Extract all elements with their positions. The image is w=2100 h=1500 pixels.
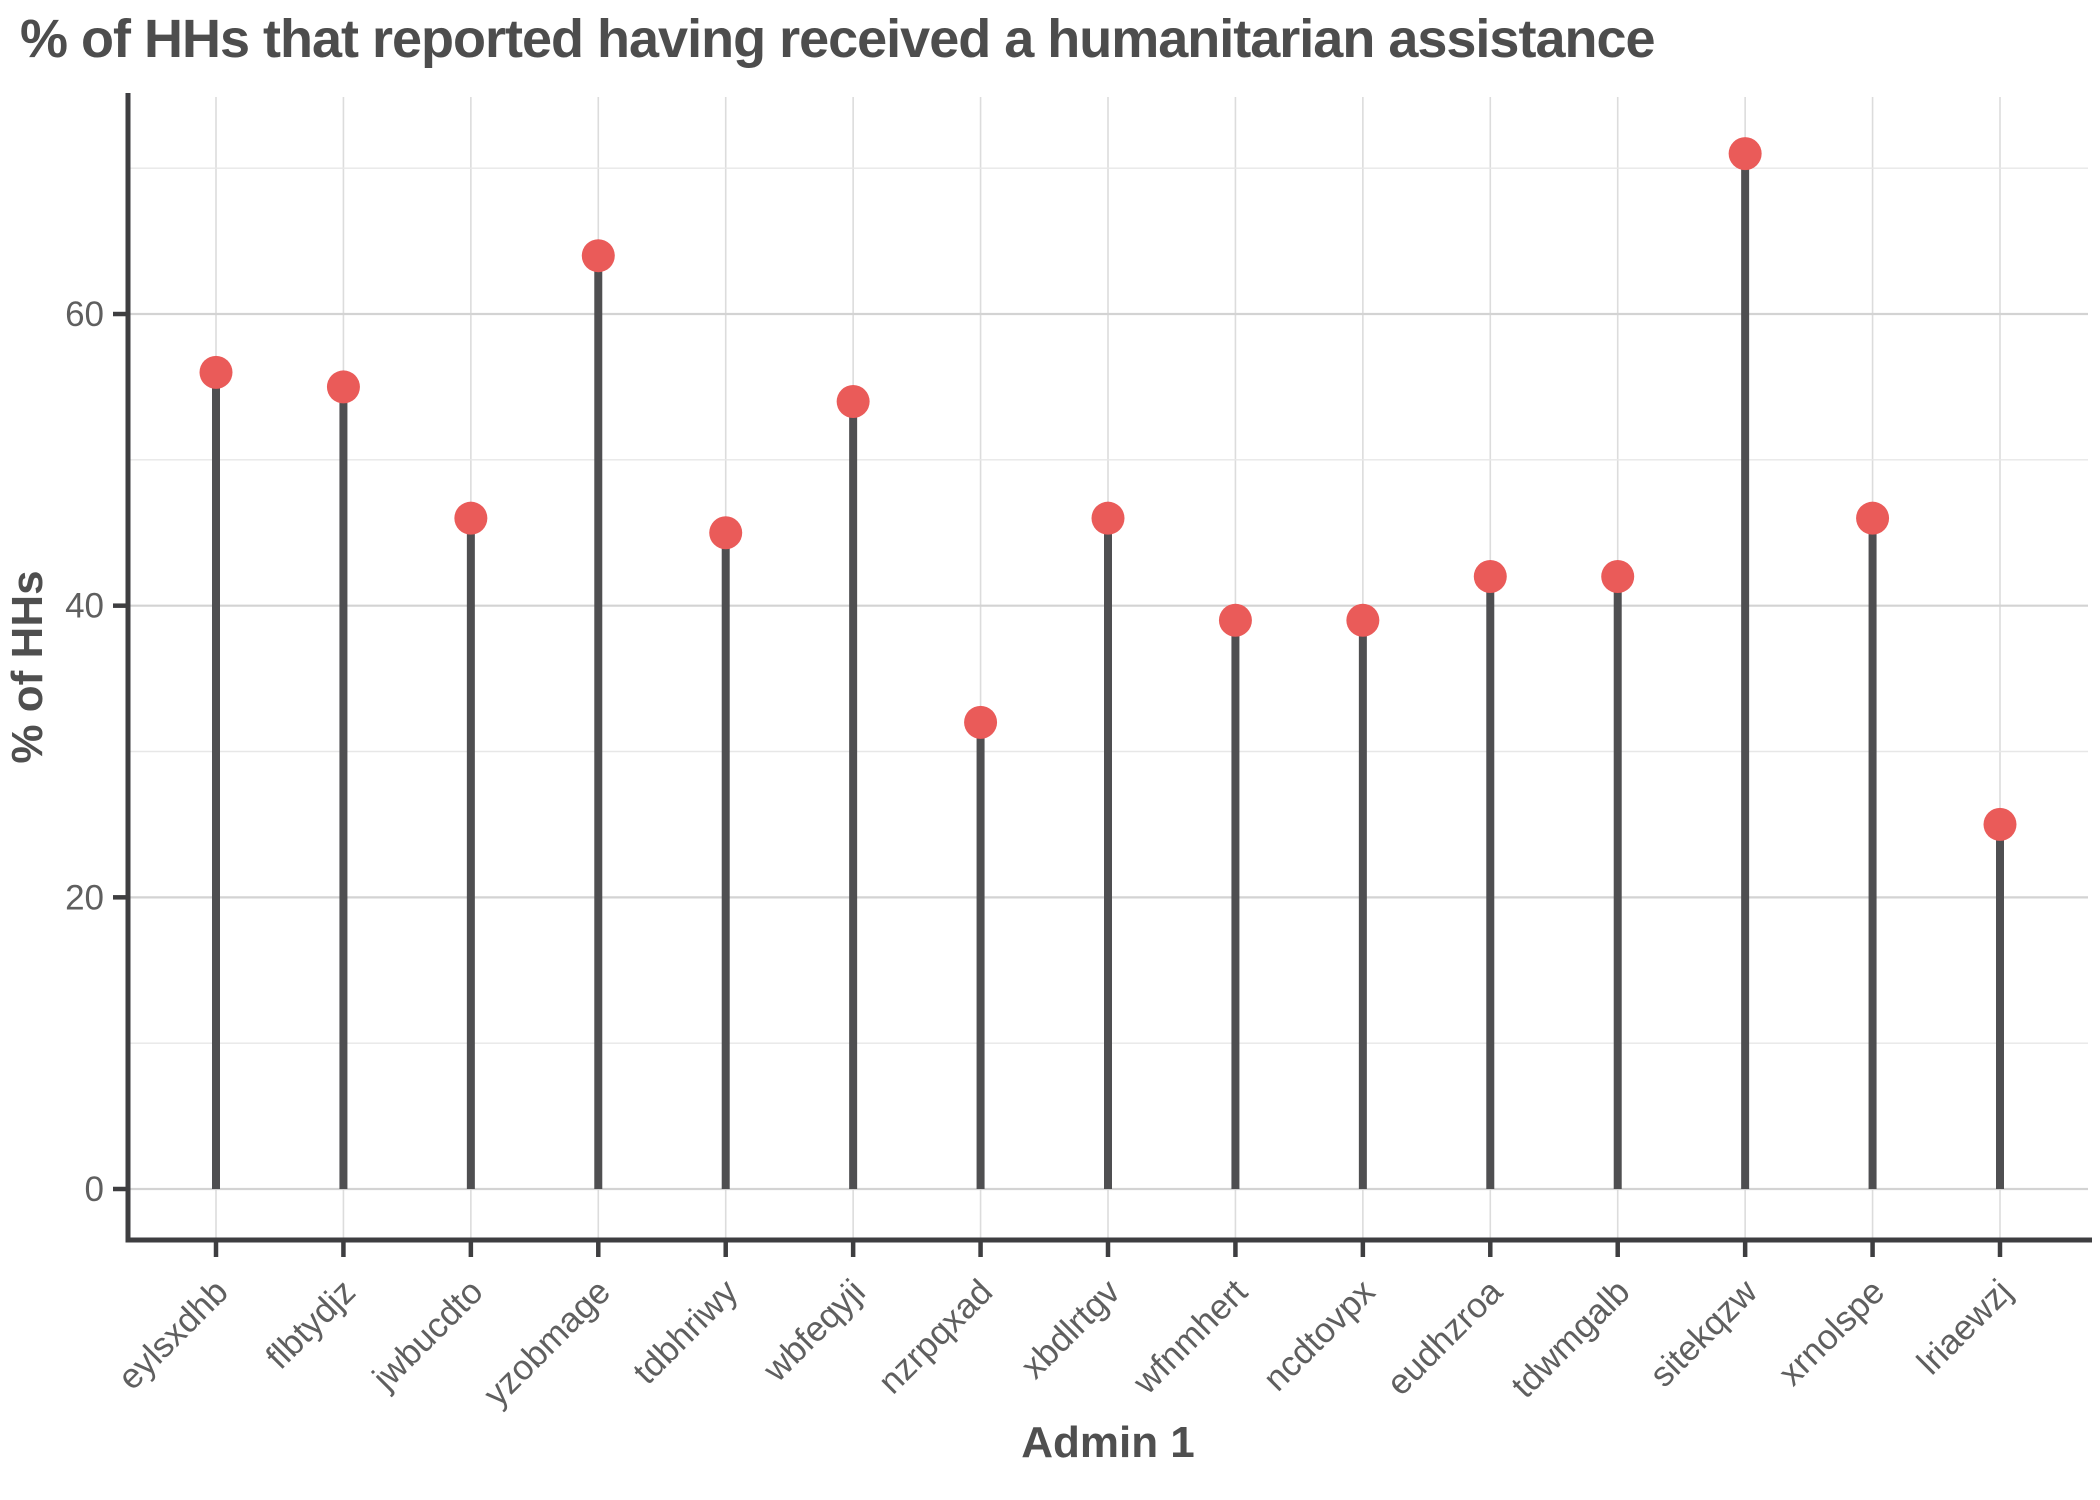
x-tick-label: wbfeqyji bbox=[755, 1272, 873, 1390]
x-tick-label: xrnolspe bbox=[1771, 1272, 1892, 1393]
chart-title: % of HHs that reported having received a… bbox=[20, 9, 1655, 69]
x-tick-label: lriaewzj bbox=[1910, 1272, 2020, 1382]
lollipop-dot bbox=[581, 239, 615, 273]
y-tick-label: 60 bbox=[65, 295, 104, 334]
lollipop-dot bbox=[709, 516, 743, 550]
x-tick-label: tdwmgalb bbox=[1504, 1272, 1637, 1405]
x-tick-label: jwbucdto bbox=[365, 1272, 491, 1398]
x-tick-label: nzrpqxad bbox=[871, 1272, 1000, 1401]
x-tick-label: tdbhriwy bbox=[626, 1272, 746, 1392]
lollipop-dot bbox=[836, 385, 870, 419]
lollipop-dot bbox=[1983, 807, 2017, 841]
x-tick-label: yzobmage bbox=[476, 1272, 618, 1414]
lollipop-dot bbox=[1218, 603, 1252, 637]
y-tick-label: 0 bbox=[85, 1170, 104, 1209]
x-tick-label: eylsxdhb bbox=[110, 1272, 235, 1397]
x-tick-label: ncdtovpx bbox=[1256, 1272, 1383, 1399]
lollipop-dot bbox=[454, 501, 488, 535]
y-tick-label: 40 bbox=[65, 587, 104, 626]
x-axis-title: Admin 1 bbox=[1021, 1418, 1195, 1467]
lollipop-dot bbox=[1601, 560, 1635, 594]
lollipop-dot bbox=[1728, 137, 1762, 171]
lollipop-dot bbox=[326, 370, 360, 404]
lollipop-dot bbox=[964, 705, 998, 739]
x-tick-label: eudhzroa bbox=[1379, 1272, 1510, 1403]
lollipop-dot bbox=[1473, 560, 1507, 594]
lollipop-dot bbox=[1346, 603, 1380, 637]
lollipop-dot bbox=[1856, 501, 1890, 535]
lollipop-dot bbox=[1091, 501, 1125, 535]
lollipop-dot bbox=[199, 355, 233, 389]
x-tick-label: flbtydjz bbox=[258, 1272, 363, 1377]
y-axis-title: % of HHs bbox=[3, 570, 52, 763]
x-tick-label: sitekqzw bbox=[1642, 1272, 1765, 1395]
x-tick-label: wfnmhert bbox=[1125, 1272, 1255, 1402]
y-tick-label: 20 bbox=[65, 878, 104, 917]
x-tick-label: xbdlrtgv bbox=[1013, 1272, 1128, 1387]
